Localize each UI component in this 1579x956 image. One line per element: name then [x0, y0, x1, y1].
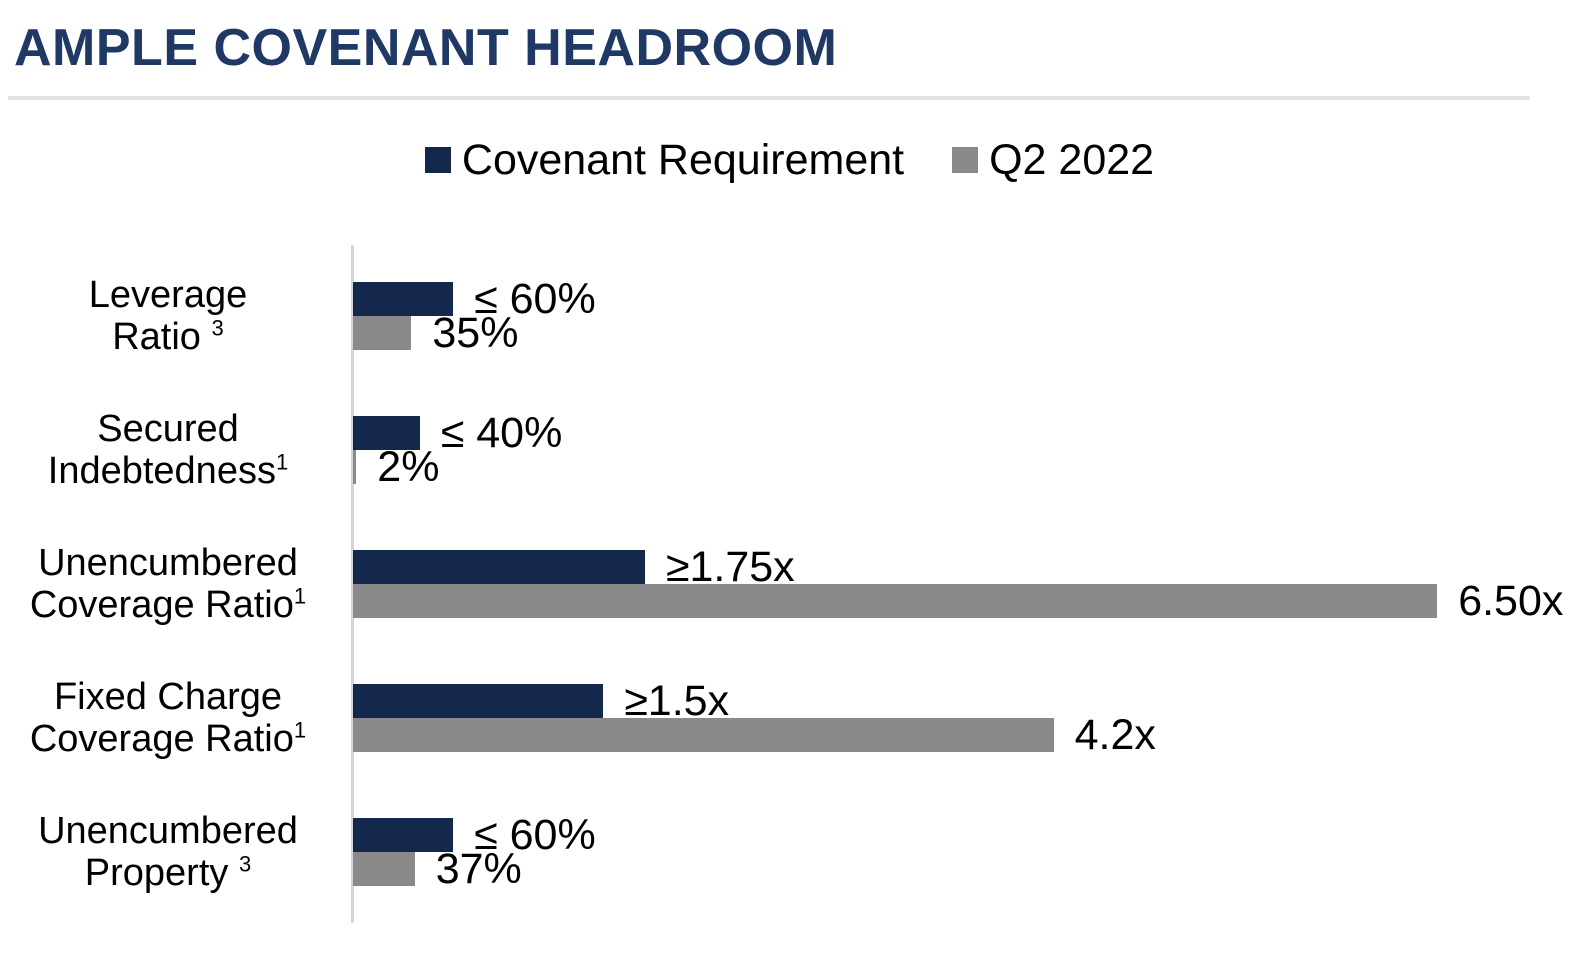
bar-group: ≥1.75x 6.50x: [353, 543, 1579, 625]
bar-value-label: 2%: [377, 443, 440, 491]
chart-row-3: Unencumbered Coverage Ratio1 ≥1.75x 6.50x: [0, 517, 1579, 651]
category-label-line1: Secured: [97, 408, 239, 450]
footnote-marker: 1: [275, 449, 289, 475]
bar-group: ≥1.5x 4.2x: [353, 677, 1579, 759]
category-label: Unencumbered Property 3: [0, 810, 336, 894]
category-label: Fixed Charge Coverage Ratio1: [0, 676, 336, 760]
category-label-line2: Property 3: [84, 851, 252, 894]
bar-value-label: ≤ 60%: [474, 275, 596, 323]
chart-row-2: Secured Indebtedness1 ≤ 40% 2%: [0, 383, 1579, 517]
category-label: Leverage Ratio 3: [0, 274, 336, 358]
q2-2022-bar-line: 2%: [353, 443, 1579, 491]
chart-row-1: Leverage Ratio 3 ≤ 60% 35%: [0, 249, 1579, 383]
q2-2022-bar-line: 37%: [353, 845, 1579, 893]
category-label: Secured Indebtedness1: [0, 408, 336, 492]
footnote-marker: 3: [211, 315, 224, 341]
q2-2022-bar: [353, 852, 415, 886]
covenant-requirement-bar-line: ≤ 60%: [353, 811, 1579, 859]
bar-value-label: ≥1.75x: [665, 543, 795, 591]
covenant-requirement-bar-line: ≤ 60%: [353, 275, 1579, 323]
q2-2022-bar: [353, 316, 412, 350]
covenant-requirement-bar: [353, 550, 645, 584]
category-label-line1: Fixed Charge: [53, 676, 283, 718]
covenant-requirement-bar: [353, 818, 454, 852]
legend-swatch-icon: [952, 147, 979, 173]
category-label-line1: Leverage: [88, 274, 248, 316]
bar-value-label: 6.50x: [1458, 577, 1564, 625]
q2-2022-bar-line: 35%: [353, 309, 1579, 357]
category-label-line1: Unencumbered: [38, 542, 298, 584]
footnote-marker: 1: [293, 717, 307, 743]
bar-value-label: ≤ 40%: [440, 409, 563, 457]
covenant-requirement-bar-line: ≥1.75x: [353, 543, 1579, 591]
title-divider: [8, 96, 1530, 100]
legend-item-q2-2022: Q2 2022: [952, 136, 1154, 184]
category-label-line2: Coverage Ratio1: [29, 717, 307, 760]
legend-label-covenant-requirement: Covenant Requirement: [461, 136, 905, 184]
q2-2022-bar: [353, 584, 1438, 618]
legend-item-covenant-requirement: Covenant Requirement: [424, 136, 905, 184]
bar-value-label: 37%: [435, 845, 522, 893]
category-label-line1: Unencumbered: [38, 810, 298, 852]
chart-row-5: Unencumbered Property 3 ≤ 60% 37%: [0, 785, 1579, 919]
category-label-line2: Indebtedness1: [47, 449, 289, 492]
covenant-requirement-bar-line: ≥1.5x: [353, 677, 1579, 725]
q2-2022-bar-line: 4.2x: [353, 711, 1579, 759]
bar-value-label: ≤ 60%: [474, 811, 596, 859]
legend-label-q2-2022: Q2 2022: [989, 136, 1155, 184]
covenant-requirement-bar-line: ≤ 40%: [353, 409, 1579, 457]
y-axis-line: [351, 245, 354, 923]
bar-value-label: ≥1.5x: [624, 677, 730, 725]
page-title: AMPLE COVENANT HEADROOM: [14, 19, 838, 77]
category-label-line2: Ratio 3: [112, 315, 224, 358]
footnote-marker: 3: [238, 851, 252, 877]
category-label-line2: Coverage Ratio1: [29, 583, 307, 626]
q2-2022-bar: [353, 450, 357, 484]
legend-swatch-icon: [424, 147, 451, 173]
footnote-marker: 1: [293, 583, 307, 609]
chart-legend: Covenant Requirement Q2 2022: [0, 136, 1579, 184]
bar-group: ≤ 40% 2%: [353, 409, 1579, 491]
chart-row-4: Fixed Charge Coverage Ratio1 ≥1.5x 4.2x: [0, 651, 1579, 785]
covenant-requirement-bar: [353, 684, 604, 718]
covenant-requirement-bar: [353, 416, 420, 450]
bar-value-label: 4.2x: [1074, 711, 1156, 759]
bar-group: ≤ 60% 35%: [353, 275, 1579, 357]
covenant-requirement-bar: [353, 282, 454, 316]
covenant-bar-chart: Leverage Ratio 3 ≤ 60% 35% Secured Indebtedne…: [0, 245, 1579, 923]
bar-value-label: 35%: [432, 309, 519, 357]
bar-group: ≤ 60% 37%: [353, 811, 1579, 893]
q2-2022-bar: [353, 718, 1054, 752]
q2-2022-bar-line: 6.50x: [353, 577, 1579, 625]
category-label: Unencumbered Coverage Ratio1: [0, 542, 336, 626]
